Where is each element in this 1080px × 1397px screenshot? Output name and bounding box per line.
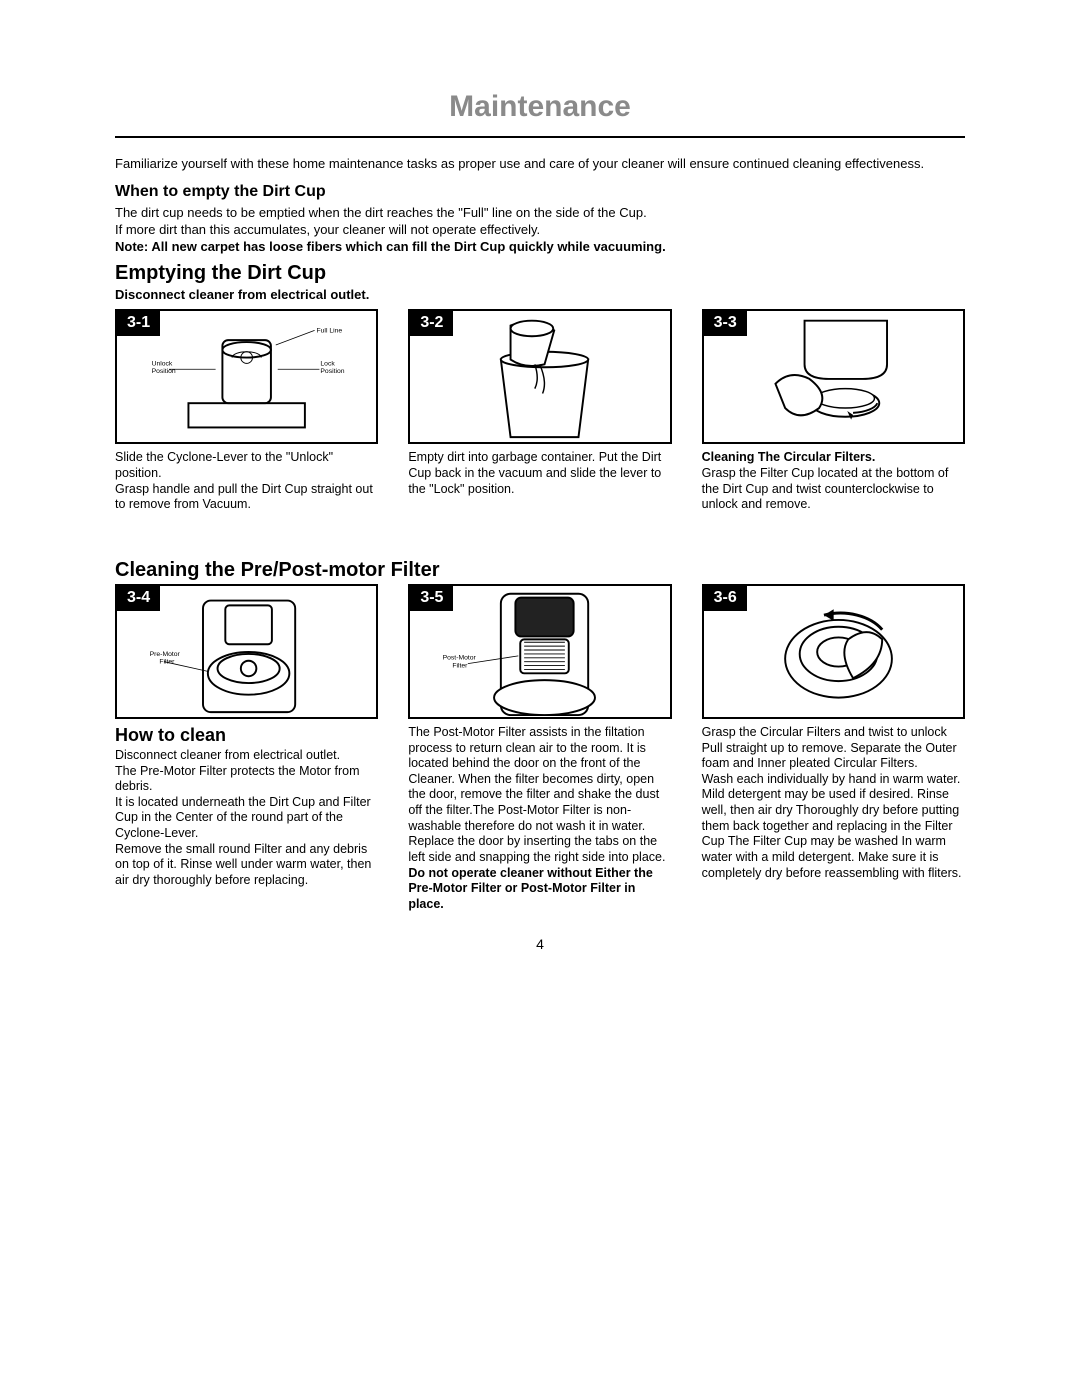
figure-3-1-caption: Slide the Cyclone-Lever to the "Unlock" … bbox=[115, 450, 378, 513]
empty-warning: Disconnect cleaner from electrical outle… bbox=[115, 287, 965, 304]
fig34-pre-label: Pre-Motor bbox=[150, 651, 181, 658]
figure-3-3-caption: Cleaning The Circular Filters. Grasp the… bbox=[702, 450, 965, 513]
figure-3-2: 3-2 bbox=[408, 309, 671, 444]
when-note: Note: All new carpet has loose fibers wh… bbox=[115, 239, 965, 256]
page-number: 4 bbox=[115, 936, 965, 952]
figure-3-5-caption-text: The Post-Motor Filter assists in the fil… bbox=[408, 725, 665, 864]
figure-3-5-caption-strong: Do not operate cleaner without Either th… bbox=[408, 866, 652, 911]
figure-col-31: Full Line Unlock Position Lock Position … bbox=[115, 309, 378, 513]
empty-heading: Emptying the Dirt Cup bbox=[115, 262, 965, 285]
svg-text:Position: Position bbox=[152, 369, 176, 376]
figure-col-32: 3-2 Empty dirt into garbage container. P… bbox=[408, 309, 671, 513]
howto-heading: How to clean bbox=[115, 725, 378, 746]
figure-col-36: 3-6 Grasp the Circular Filters and twist… bbox=[702, 584, 965, 913]
figure-3-6: 3-6 bbox=[702, 584, 965, 719]
figure-3-6-caption: Grasp the Circular Filters and twist to … bbox=[702, 725, 965, 881]
page-title: Maintenance bbox=[115, 90, 965, 138]
fig35-post-label: Post-Motor bbox=[443, 655, 477, 662]
clean-heading: Cleaning the Pre/Post-motor Filter bbox=[115, 559, 965, 582]
figure-col-33: 3-3 Cleaning The Circular Filters. Grasp… bbox=[702, 309, 965, 513]
howto-text: Disconnect cleaner from electrical outle… bbox=[115, 748, 378, 889]
svg-text:Filter: Filter bbox=[159, 659, 175, 666]
figure-3-5-caption: The Post-Motor Filter assists in the fil… bbox=[408, 725, 671, 913]
figure-3-1: Full Line Unlock Position Lock Position … bbox=[115, 309, 378, 444]
figure-3-6-label: 3-6 bbox=[704, 586, 747, 611]
figure-3-2-caption: Empty dirt into garbage container. Put t… bbox=[408, 450, 671, 497]
figure-row-1: Full Line Unlock Position Lock Position … bbox=[115, 309, 965, 513]
when-heading: When to empty the Dirt Cup bbox=[115, 183, 965, 201]
figure-3-3-caption-strong: Cleaning The Circular Filters. bbox=[702, 450, 876, 464]
svg-text:Position: Position bbox=[320, 369, 344, 376]
figure-col-34: Pre-Motor Filter 3-4 How to clean Discon… bbox=[115, 584, 378, 913]
figure-3-3: 3-3 bbox=[702, 309, 965, 444]
figure-3-4-label: 3-4 bbox=[117, 586, 160, 611]
when-p1: The dirt cup needs to be emptied when th… bbox=[115, 205, 965, 222]
when-p2: If more dirt than this accumulates, your… bbox=[115, 222, 965, 239]
figure-3-4: Pre-Motor Filter 3-4 bbox=[115, 584, 378, 719]
figure-3-5: Post-Motor Filter 3-5 bbox=[408, 584, 671, 719]
figure-3-1-label: 3-1 bbox=[117, 311, 160, 336]
intro-text: Familiarize yourself with these home mai… bbox=[115, 156, 965, 173]
svg-text:Filter: Filter bbox=[453, 662, 469, 669]
fig31-unlock-label: Unlock bbox=[152, 361, 173, 368]
figure-3-2-label: 3-2 bbox=[410, 311, 453, 336]
figure-3-3-label: 3-3 bbox=[704, 311, 747, 336]
figure-3-5-label: 3-5 bbox=[410, 586, 453, 611]
figure-row-2: Pre-Motor Filter 3-4 How to clean Discon… bbox=[115, 584, 965, 913]
fig31-full-line-label: Full Line bbox=[317, 328, 343, 335]
fig31-lock-label: Lock bbox=[320, 361, 335, 368]
figure-col-35: Post-Motor Filter 3-5 The Post-Motor Fil… bbox=[408, 584, 671, 913]
figure-3-3-caption-text: Grasp the Filter Cup located at the bott… bbox=[702, 466, 949, 511]
